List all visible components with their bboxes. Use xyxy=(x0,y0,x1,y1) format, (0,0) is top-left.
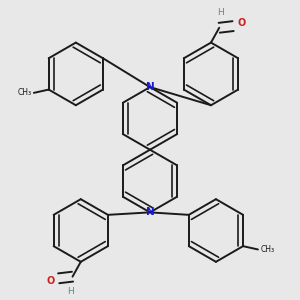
Text: N: N xyxy=(146,82,154,92)
Text: O: O xyxy=(237,19,245,28)
Text: O: O xyxy=(46,276,55,286)
Text: N: N xyxy=(146,207,154,218)
Text: H: H xyxy=(218,8,224,17)
Text: H: H xyxy=(68,287,74,296)
Text: CH₃: CH₃ xyxy=(260,245,274,254)
Text: CH₃: CH₃ xyxy=(17,88,32,98)
